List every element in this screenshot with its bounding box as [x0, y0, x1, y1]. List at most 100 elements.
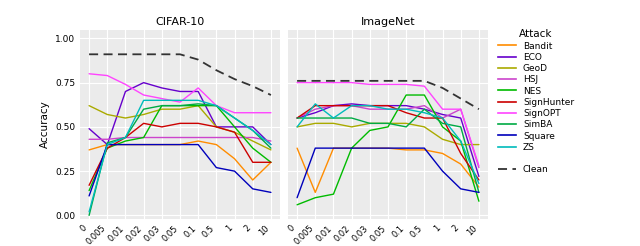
SignHunter [122, 136, 129, 139]
Square [403, 147, 410, 150]
SignOPT [104, 74, 111, 77]
SignOPT [230, 111, 238, 114]
Bandit [330, 147, 337, 150]
ECO [366, 104, 374, 107]
SignHunter [420, 117, 428, 120]
ZS [348, 104, 355, 107]
Line: SimBA: SimBA [89, 104, 271, 215]
Bandit [312, 191, 319, 194]
ZS [457, 139, 465, 142]
NES [230, 125, 238, 128]
Line: SimBA: SimBA [297, 109, 479, 192]
Clean [267, 93, 275, 96]
SignOPT [384, 83, 392, 86]
SimBA [420, 108, 428, 111]
SignHunter [330, 104, 337, 107]
SignOPT [330, 81, 337, 84]
NES [475, 200, 483, 203]
ZS [140, 99, 147, 102]
SignHunter [140, 122, 147, 125]
HSJ [312, 108, 319, 111]
SimBA [176, 104, 184, 107]
NES [312, 196, 319, 199]
Clean [348, 79, 355, 82]
Square [384, 147, 392, 150]
SimBA [195, 102, 202, 105]
ECO [85, 127, 93, 130]
GeoD [158, 108, 166, 111]
Line: SignHunter: SignHunter [297, 106, 479, 180]
NES [293, 203, 301, 206]
SignHunter [403, 111, 410, 114]
ECO [293, 117, 301, 120]
Line: HSJ: HSJ [297, 106, 479, 168]
SignOPT [475, 164, 483, 167]
NES [457, 139, 465, 142]
Clean [230, 77, 238, 80]
NES [212, 104, 220, 107]
Line: ZS: ZS [89, 100, 271, 212]
Line: NES: NES [297, 95, 479, 205]
Square [330, 147, 337, 150]
SignHunter [348, 104, 355, 107]
Bandit [438, 152, 446, 155]
SimBA [249, 129, 257, 132]
Bandit [140, 143, 147, 146]
SignOPT [420, 85, 428, 88]
ZS [176, 99, 184, 102]
SignHunter [384, 104, 392, 107]
SimBA [104, 141, 111, 144]
GeoD [249, 139, 257, 142]
Bandit [293, 147, 301, 150]
Square [176, 143, 184, 146]
HSJ [249, 136, 257, 139]
ZS [366, 104, 374, 107]
HSJ [140, 136, 147, 139]
Bandit [420, 148, 428, 151]
SignOPT [140, 93, 147, 96]
GeoD [267, 148, 275, 151]
SignHunter [267, 161, 275, 164]
ECO [475, 175, 483, 178]
Clean [122, 53, 129, 56]
GeoD [330, 122, 337, 125]
SignOPT [158, 97, 166, 100]
SignHunter [475, 179, 483, 182]
ECO [212, 125, 220, 128]
NES [140, 136, 147, 139]
HSJ [384, 108, 392, 111]
Line: SignOPT: SignOPT [297, 83, 479, 166]
ZS [212, 104, 220, 107]
Line: Clean: Clean [297, 81, 479, 109]
Clean [195, 58, 202, 61]
GeoD [348, 125, 355, 128]
Clean [85, 53, 93, 56]
SignOPT [122, 83, 129, 86]
SignHunter [195, 122, 202, 125]
SignHunter [457, 152, 465, 155]
SignHunter [176, 122, 184, 125]
ECO [176, 90, 184, 93]
NES [104, 147, 111, 150]
NES [85, 189, 93, 192]
Square [457, 187, 465, 190]
NES [403, 93, 410, 96]
Square [293, 196, 301, 199]
GeoD [403, 122, 410, 125]
ECO [312, 111, 319, 114]
ZS [195, 99, 202, 102]
ZS [267, 143, 275, 146]
SimBA [158, 104, 166, 107]
GeoD [230, 131, 238, 134]
ECO [384, 104, 392, 107]
Square [312, 147, 319, 150]
Line: GeoD: GeoD [89, 106, 271, 150]
ECO [330, 104, 337, 107]
ECO [348, 102, 355, 105]
Square [212, 166, 220, 169]
Bandit [212, 143, 220, 146]
SimBA [267, 147, 275, 150]
ZS [403, 108, 410, 111]
ZS [475, 182, 483, 185]
NES [176, 104, 184, 107]
